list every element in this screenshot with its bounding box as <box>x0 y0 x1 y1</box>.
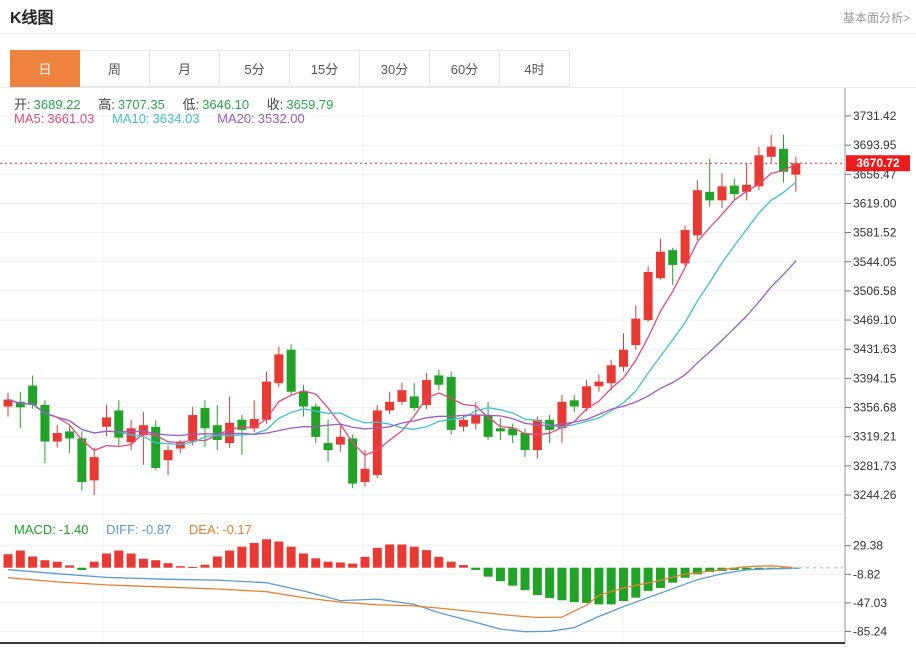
tab-30分[interactable]: 30分 <box>360 50 430 87</box>
diff-value: -0.87 <box>141 522 172 537</box>
svg-text:3506.58: 3506.58 <box>853 284 897 298</box>
fundamental-analysis-link[interactable]: 基本面分析> <box>842 11 910 25</box>
page-title: K线图 <box>10 10 54 27</box>
macd-legend: MACD: -1.40 DIFF: -0.87 DEA: -0.17 <box>14 522 266 537</box>
close-label: 收: <box>266 97 284 112</box>
macd-layer <box>3 539 843 633</box>
ma10-value: 3634.03 <box>152 111 200 126</box>
ma10-label: MA10: <box>111 111 150 126</box>
svg-text:3394.15: 3394.15 <box>853 371 897 385</box>
open-value: 3689.22 <box>33 97 81 112</box>
svg-text:3244.26: 3244.26 <box>853 488 897 502</box>
tab-4时[interactable]: 4时 <box>500 50 570 87</box>
macd-value: -1.40 <box>58 522 89 537</box>
tab-周[interactable]: 周 <box>80 50 150 87</box>
macd-label: MACD: <box>14 522 56 537</box>
svg-text:3281.73: 3281.73 <box>853 459 897 473</box>
svg-text:3731.42: 3731.42 <box>853 109 897 123</box>
axis-layer: 3731.423693.953656.473619.003581.523544.… <box>0 88 897 644</box>
low-label: 低: <box>182 97 200 112</box>
tab-日[interactable]: 日 <box>10 50 80 87</box>
ma5-value: 3661.03 <box>47 111 95 126</box>
header: K线图 基本面分析> <box>0 0 916 34</box>
tab-5分[interactable]: 5分 <box>220 50 290 87</box>
chart-area: 开: 3689.22 高: 3707.35 低: 3646.10 收: 3659.79 … <box>0 88 916 648</box>
ma20-label: MA20: <box>217 111 255 126</box>
svg-text:3693.95: 3693.95 <box>853 138 897 152</box>
tabbar-divider <box>0 87 916 88</box>
svg-text:-85.24: -85.24 <box>853 625 887 639</box>
svg-text:-47.03: -47.03 <box>853 596 887 610</box>
svg-text:3581.52: 3581.52 <box>853 226 897 240</box>
svg-text:3431.63: 3431.63 <box>853 342 897 356</box>
svg-text:3469.10: 3469.10 <box>853 313 897 327</box>
last-price-tag: 3670.72 <box>856 156 900 170</box>
svg-text:3356.68: 3356.68 <box>853 401 897 415</box>
ma-legend: MA5: 3661.03 MA10: 3634.03 MA20: 3532.00 <box>14 111 319 126</box>
svg-text:29.38: 29.38 <box>853 539 883 553</box>
diff-label: DIFF: <box>106 522 139 537</box>
svg-text:3544.05: 3544.05 <box>853 255 897 269</box>
dea-label: DEA: <box>188 522 220 537</box>
price-line-layer: 3670.72 <box>0 155 910 172</box>
tab-月[interactable]: 月 <box>150 50 220 87</box>
tab-60分[interactable]: 60分 <box>430 50 500 87</box>
ma20-value: 3532.00 <box>257 111 305 126</box>
candles-layer <box>3 134 801 496</box>
high-value: 3707.35 <box>117 97 165 112</box>
low-value: 3646.10 <box>202 97 250 112</box>
tab-15分[interactable]: 15分 <box>290 50 360 87</box>
svg-text:3619.00: 3619.00 <box>853 196 897 210</box>
kline-chart-canvas[interactable]: 3731.423693.953656.473619.003581.523544.… <box>0 88 916 648</box>
ma5-label: MA5: <box>14 111 45 126</box>
close-value: 3659.79 <box>286 97 334 112</box>
svg-text:-8.82: -8.82 <box>853 567 881 581</box>
high-label: 高: <box>98 97 115 112</box>
ma-lines-layer <box>7 163 797 456</box>
grid-layer <box>0 88 845 643</box>
timeframe-tabs: 日周月 5分 15分 30分 60分 4时 <box>10 50 570 87</box>
dea-value: -0.17 <box>222 522 252 537</box>
ohlc-legend: 开: 3689.22 高: 3707.35 低: 3646.10 收: 3659.79 <box>14 94 347 113</box>
open-label: 开: <box>14 97 31 112</box>
svg-text:3319.21: 3319.21 <box>853 430 897 444</box>
